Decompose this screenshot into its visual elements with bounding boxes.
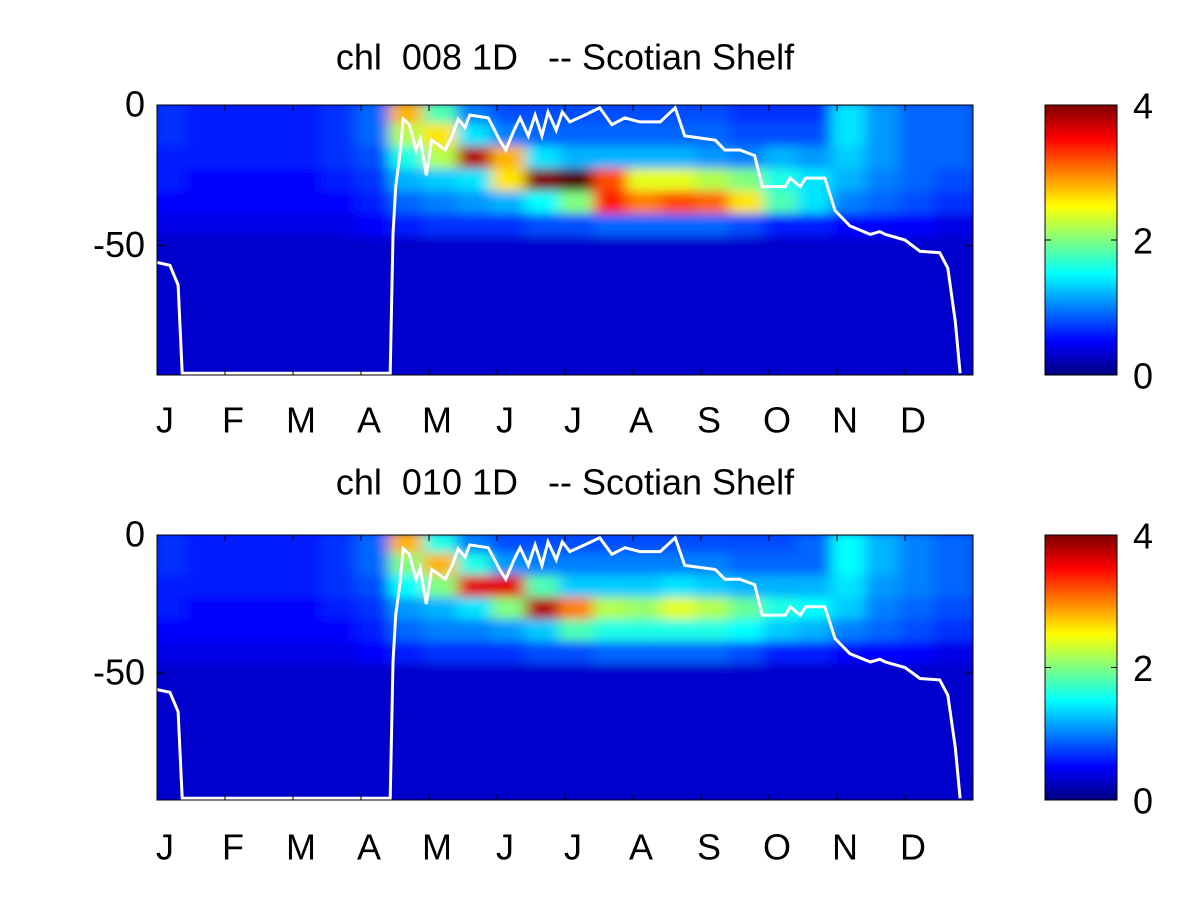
x-tick-label: O [763,827,791,868]
x-tick-label: N [832,827,858,868]
y-tick-label: -50 [93,224,145,265]
y-tick-label: -50 [93,652,145,693]
x-tick-label: M [286,400,316,441]
x-tick-label: F [222,827,244,868]
chart-title: chl 008 1D -- Scotian Shelf [336,37,795,78]
plot-area [157,105,973,375]
x-tick-label: S [697,827,721,868]
heatmap-cell [933,773,973,800]
x-tick-label: A [357,827,381,868]
y-tick-label: 0 [125,514,145,555]
colorbar [1044,104,1118,376]
x-tick-label: J [156,827,174,868]
y-tick-label: 0 [125,84,145,125]
x-tick-label: M [286,827,316,868]
x-tick-label: J [496,400,514,441]
heatmap [157,535,973,800]
colorbar-tick-label: 4 [1133,516,1153,557]
heatmap-cell [933,348,973,375]
x-tick-label: J [564,827,582,868]
x-tick-label: J [564,400,582,441]
x-tick-label: J [156,400,174,441]
x-tick-label: M [422,400,452,441]
line [157,105,962,375]
colorbar-tick-label: 0 [1133,781,1153,822]
x-tick-label: D [900,827,926,868]
x-tick-label: M [422,827,452,868]
x-tick-label: A [357,400,381,441]
colorbar-tick-label: 0 [1133,356,1153,397]
x-tick-label: D [900,400,926,441]
heatmap [157,105,973,375]
x-tick-label: J [496,827,514,868]
colorbar-tick-label: 2 [1133,648,1153,689]
x-tick-label: A [629,400,653,441]
plot-area [157,535,973,800]
x-tick-label: O [763,400,791,441]
colorbar-tick-label: 2 [1133,221,1153,262]
chart-title: chl 010 1D -- Scotian Shelf [336,462,795,503]
x-tick-label: N [832,400,858,441]
x-tick-label: S [697,400,721,441]
x-tick-label: A [629,827,653,868]
line [157,535,962,800]
colorbar-tick-label: 4 [1133,86,1153,127]
x-tick-label: F [222,400,244,441]
colorbar [1044,534,1118,801]
